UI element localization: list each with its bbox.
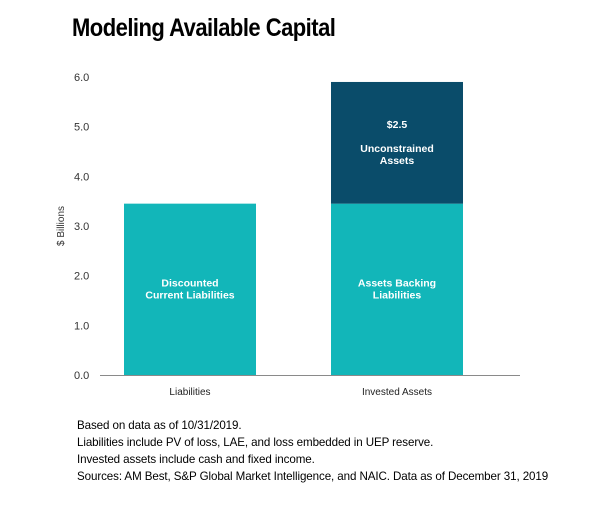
y-tick-label: 4.0 [74,171,89,183]
bar-data-label: Discounted [161,277,218,289]
y-tick-label: 3.0 [74,221,89,233]
note-data-date: Based on data as of 10/31/2019. [77,419,242,432]
bar-data-label: Assets [380,155,415,167]
y-tick-label: 5.0 [74,122,89,134]
y-tick-label: 1.0 [74,320,89,332]
x-category-label: Invested Assets [362,387,432,398]
y-tick-label: 6.0 [74,72,89,84]
chart-notes: Based on data as of 10/31/2019. Liabilit… [77,417,548,485]
note-sources: Sources: AM Best, S&P Global Market Inte… [77,470,549,483]
y-tick-label: 0.0 [74,370,89,382]
note-invested-assets: Invested assets include cash and fixed i… [77,453,315,466]
bar-data-label: Assets Backing [358,277,436,289]
bar-base-1 [331,203,463,375]
x-category-label: Liabilities [169,387,210,398]
bar-data-label: Unconstrained [360,143,434,155]
note-liabilities: Liabilities include PV of loss, LAE, and… [77,436,434,449]
bar-data-label: $2.5 [387,119,408,131]
chart-title: Modeling Available Capital [72,14,336,42]
bar-data-label: Liabilities [373,289,422,301]
y-tick-label: 2.0 [74,271,89,283]
bar-chart: 0.0 1.0 2.0 3.0 4.0 5.0 6.0 $ Billions Discounte… [56,72,520,398]
bar-top-1 [331,81,463,204]
y-axis-label: $ Billions [56,206,67,246]
bar-base-0 [124,203,256,375]
bar-data-label: Current Liabilities [145,289,234,301]
